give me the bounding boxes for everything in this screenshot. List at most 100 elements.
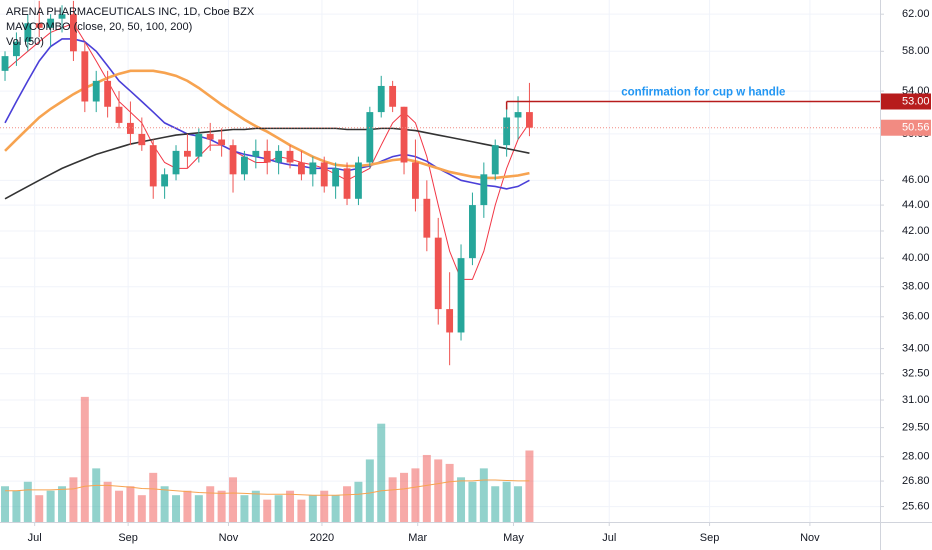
volume-bar	[331, 495, 340, 522]
moving-average-line	[4, 127, 530, 200]
x-tick-label: Jul	[28, 532, 42, 544]
last-price-label: 50.56	[902, 122, 930, 134]
y-tick-label: 36.00	[902, 311, 930, 323]
volume-bar	[502, 481, 511, 522]
candle-body	[298, 162, 305, 175]
candle-body	[526, 112, 533, 128]
volume-bar	[479, 468, 488, 522]
volume-pane	[1, 396, 534, 522]
x-tick-label: Nov	[800, 532, 820, 544]
volume-bar	[217, 490, 226, 522]
volume-bar	[263, 499, 272, 522]
volume-bar	[12, 490, 21, 522]
volume-bar	[422, 454, 431, 522]
y-tick-label: 29.50	[902, 422, 930, 434]
volume-ma-line	[5, 479, 530, 496]
x-tick-label: 2020	[310, 532, 334, 544]
candle-body	[491, 145, 499, 175]
candle-body	[127, 122, 134, 134]
candle-body	[24, 23, 32, 42]
volume-bar	[1, 486, 10, 522]
volume-bar	[491, 486, 500, 522]
y-tick-label: 28.00	[902, 451, 930, 463]
volume-bar	[468, 481, 477, 522]
volume-bar	[23, 481, 32, 522]
candle-body	[229, 145, 237, 175]
candle-body	[206, 133, 214, 140]
candles	[1, 0, 533, 366]
volume-bar	[400, 472, 409, 522]
volume-bar	[115, 490, 124, 522]
volume-bar	[92, 468, 101, 522]
y-tick-label: 38.00	[902, 281, 930, 293]
volume-bar	[308, 495, 317, 522]
annotation: confirmation for cup w handle	[621, 87, 785, 99]
candle-body	[149, 145, 157, 187]
volume-bar	[240, 495, 249, 522]
candle-body	[412, 162, 419, 199]
volume-bar	[229, 477, 238, 522]
volume-bar	[69, 477, 78, 522]
volume-bar	[377, 423, 386, 522]
volume-bar	[320, 490, 329, 522]
candle-body	[47, 18, 55, 28]
candle-body	[366, 112, 374, 163]
volume-bar	[343, 486, 352, 522]
candle-body	[320, 162, 328, 187]
x-tick-label: Mar	[408, 532, 427, 544]
candle-body	[184, 150, 191, 157]
last-price-box	[881, 119, 931, 136]
candle-body	[446, 309, 454, 333]
x-tick-label: Nov	[219, 532, 239, 544]
volume-bar	[183, 490, 192, 522]
volume-bar	[388, 477, 397, 522]
candle-body	[286, 150, 294, 163]
y-tick-label: 40.00	[902, 252, 930, 264]
candle-body	[58, 14, 66, 19]
volume-bar	[525, 450, 534, 522]
y-tick-label: 25.60	[902, 500, 930, 512]
candle-body	[92, 80, 100, 102]
volume-bar	[434, 459, 443, 522]
candle-body	[457, 258, 465, 333]
y-tick-label: 44.00	[902, 199, 930, 211]
x-tick-label: Sep	[118, 532, 138, 544]
candle-body	[104, 80, 112, 107]
candle-body	[377, 85, 385, 113]
volume-bar	[365, 459, 374, 522]
y-tick-label: 34.00	[902, 343, 930, 355]
y-tick-label: 31.00	[902, 394, 930, 406]
y-tick-label: 46.00	[902, 174, 930, 186]
candle-body	[218, 139, 226, 146]
volume-bar	[103, 481, 112, 522]
level-label: 53.00	[902, 95, 930, 107]
candle-body	[1, 56, 9, 71]
volume-bar	[172, 495, 181, 522]
y-tick-label: 62.00	[902, 8, 930, 20]
candle-body	[35, 23, 43, 28]
candle-body	[252, 150, 260, 157]
candle-body	[389, 85, 397, 107]
y-tick-label: 42.00	[902, 225, 930, 237]
volume-bar	[354, 481, 363, 522]
candle-body	[400, 106, 408, 163]
volume-bar	[46, 490, 55, 522]
candle-body	[69, 14, 77, 52]
candle-body	[309, 162, 317, 175]
volume-bar	[58, 486, 67, 522]
candle-body	[332, 168, 340, 187]
x-tick-label: Sep	[700, 532, 720, 544]
x-tick-label: May	[503, 532, 524, 544]
volume-bar	[80, 396, 89, 522]
volume-bar	[149, 472, 158, 522]
candle-body	[172, 150, 180, 175]
candle-body	[469, 205, 476, 259]
candle-body	[81, 51, 89, 102]
volume-bar	[445, 463, 454, 522]
volume-bar	[274, 495, 283, 522]
candle-body	[480, 174, 488, 206]
level-box	[881, 93, 931, 110]
candle-body	[434, 237, 442, 310]
